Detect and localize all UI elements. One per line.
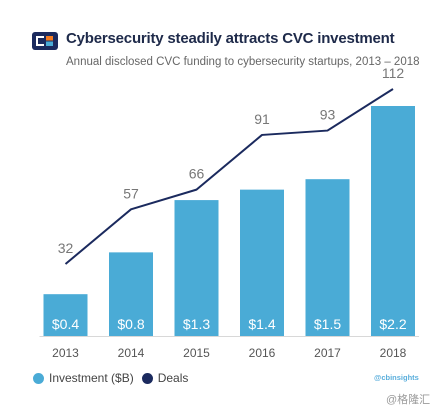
deals-value-label-2017: 93 [320,107,336,123]
x-tick-label-2018: 2018 [380,346,407,360]
deals-value-label-2013: 32 [58,240,74,256]
x-tick-label-2015: 2015 [183,346,210,360]
x-tick-label-2017: 2017 [314,346,341,360]
chart-legend: Investment ($B) Deals [33,371,196,385]
deals-value-label-2015: 66 [189,166,205,182]
deals-value-label-2018: 112 [382,65,405,81]
deals-value-label-2016: 91 [254,111,270,127]
deals-value-label-2014: 57 [123,185,139,201]
watermark: @格隆汇 [386,394,431,406]
chart-title: Cybersecurity steadily attracts CVC inve… [66,30,395,47]
cb-insights-logo [32,32,58,50]
bar-2014 [109,252,153,336]
x-tick-label-2013: 2013 [52,346,79,360]
bar-value-label-2014: $0.8 [117,316,144,332]
legend-item-deals: Deals [141,371,189,385]
x-tick-label-2014: 2014 [118,346,145,360]
bar-value-label-2018: $2.2 [379,316,406,332]
bar-value-label-2013: $0.4 [52,316,79,332]
chart-subtitle: Annual disclosed CVC funding to cybersec… [66,56,420,68]
legend-swatch-deals [141,372,153,384]
legend-label-deals: Deals [157,371,189,385]
source-credit: @cbinsights [374,373,419,382]
x-tick-label-2016: 2016 [249,346,276,360]
bar-value-label-2016: $1.4 [248,316,275,332]
bar-2017 [305,179,350,336]
bar-value-label-2017: $1.5 [314,316,341,332]
bar-2018 [371,106,415,336]
bar-2015 [174,200,219,336]
legend-item-investment: Investment ($B) [33,371,134,385]
legend-label-investment: Investment ($B) [49,371,134,385]
bar-2013 [43,294,88,336]
bar-value-label-2015: $1.3 [183,316,210,332]
legend-swatch-investment [33,372,44,384]
bar-2016 [240,189,284,336]
deals-line [64,88,394,265]
